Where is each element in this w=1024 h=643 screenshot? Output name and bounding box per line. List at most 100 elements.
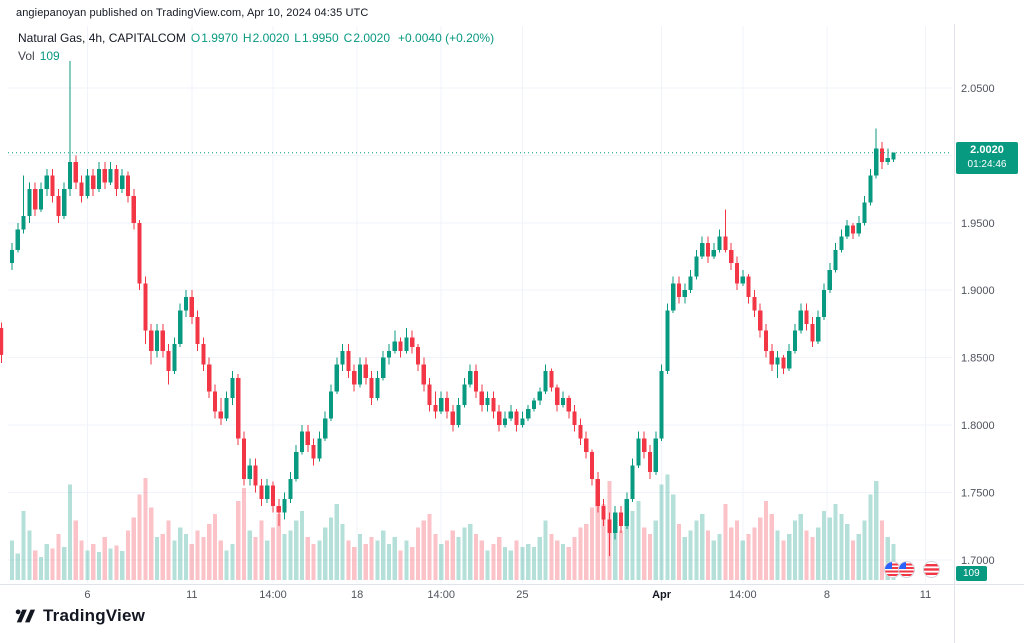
candle-body <box>207 364 212 392</box>
event-markers <box>884 561 940 578</box>
candle-body <box>555 387 560 405</box>
candle-body <box>317 438 322 459</box>
candle-body <box>450 411 455 425</box>
volume-bar <box>178 527 183 580</box>
volume-bar <box>688 530 693 580</box>
volume-bar <box>531 547 537 580</box>
volume-bar <box>473 533 479 580</box>
volume-bar <box>763 500 769 580</box>
volume-bar <box>241 487 247 580</box>
price-axis-label: 1.9000 <box>961 285 995 297</box>
candle-body <box>468 371 473 385</box>
volume-bar <box>149 507 154 580</box>
volume-bar <box>705 530 711 580</box>
candle-body <box>282 499 287 513</box>
candle-body <box>131 195 136 223</box>
candle-body <box>798 310 803 331</box>
economic-event-icon[interactable] <box>923 561 940 578</box>
candle-body <box>734 263 740 284</box>
candle-body <box>497 411 502 425</box>
price-axis-label: 1.8000 <box>961 420 995 432</box>
candle-body <box>56 195 61 217</box>
volume-bar <box>212 514 218 580</box>
candle-body <box>874 148 879 176</box>
candle-body <box>653 438 658 473</box>
candle-body <box>850 225 856 234</box>
volume-bar <box>410 547 415 580</box>
volume-bar <box>369 537 374 580</box>
candle-body <box>381 357 386 378</box>
candle-body <box>647 451 653 473</box>
volume-bar <box>224 550 229 580</box>
volume-bar <box>653 520 658 580</box>
candle-body <box>595 478 600 506</box>
candle-body <box>212 391 218 412</box>
volume-bar <box>601 504 606 580</box>
candle-body <box>149 330 154 351</box>
candle-body <box>183 296 189 311</box>
candle-body <box>305 431 310 446</box>
us-flag-event-icon[interactable] <box>898 561 915 578</box>
volume-label[interactable]: Vol <box>18 49 35 63</box>
volume-bar <box>624 524 629 580</box>
candle-body <box>288 478 293 500</box>
time-axis-label: 6 <box>84 589 90 601</box>
time-axis-label: 14:00 <box>729 589 757 601</box>
candle-body <box>601 505 606 520</box>
candle-body <box>891 152 896 160</box>
volume-bar <box>555 540 560 580</box>
price-axis-label: 1.8500 <box>961 353 995 365</box>
symbol-title[interactable]: Natural Gas, 4h, CAPITALCOM <box>18 31 186 45</box>
candle-body <box>531 400 537 409</box>
candle-body <box>236 377 241 439</box>
candle-body <box>833 249 838 270</box>
candle-body <box>566 398 571 412</box>
time-axis-label: 11 <box>920 589 931 601</box>
candle-body <box>160 330 165 351</box>
chart-legend: Natural Gas, 4h, CAPITALCOM O1.9970 H2.0… <box>18 31 494 63</box>
candle-body <box>311 445 316 459</box>
volume-bar <box>787 533 792 580</box>
time-axis-label: 25 <box>516 589 528 601</box>
volume-bar <box>96 552 102 580</box>
volume-bar <box>381 530 386 580</box>
candle-body <box>38 189 44 210</box>
candle-body <box>856 222 861 234</box>
candle-body <box>862 202 867 223</box>
volume-bar <box>665 474 670 580</box>
candle-body <box>421 364 426 385</box>
price-axis[interactable] <box>954 24 1024 584</box>
ohlc-close: C2.0020 <box>343 31 391 45</box>
tradingview-watermark[interactable]: TradingView <box>14 606 145 626</box>
candle-body <box>717 236 722 250</box>
volume-bar <box>578 527 583 580</box>
attribution-text: angiepanoyan published on TradingView.co… <box>16 7 369 19</box>
volume-bar <box>508 550 513 580</box>
candle-body <box>259 485 264 500</box>
volume-bar <box>305 537 310 580</box>
us-flag-event-icon[interactable] <box>884 561 901 578</box>
volume-bar <box>236 500 241 580</box>
volume-bar <box>613 520 618 580</box>
tradingview-logo-icon <box>15 609 36 623</box>
volume-bar <box>340 524 345 580</box>
volume-bar <box>758 517 763 580</box>
candle-body <box>357 364 363 385</box>
volume-bar <box>479 540 484 580</box>
candle-body <box>433 404 438 412</box>
volume-bar <box>85 550 90 580</box>
candle-body <box>659 371 664 439</box>
volume-bar <box>67 484 73 580</box>
candle-body <box>27 189 32 217</box>
candle-body <box>630 465 635 500</box>
volume-bar <box>79 540 84 580</box>
tradingview-brand-text: TradingView <box>43 606 146 625</box>
candle-body <box>189 296 194 318</box>
candle-body <box>804 310 809 324</box>
volume-bar <box>398 550 403 580</box>
volume-bar <box>659 484 664 580</box>
candle-body <box>201 344 206 365</box>
candle-body <box>729 249 734 264</box>
